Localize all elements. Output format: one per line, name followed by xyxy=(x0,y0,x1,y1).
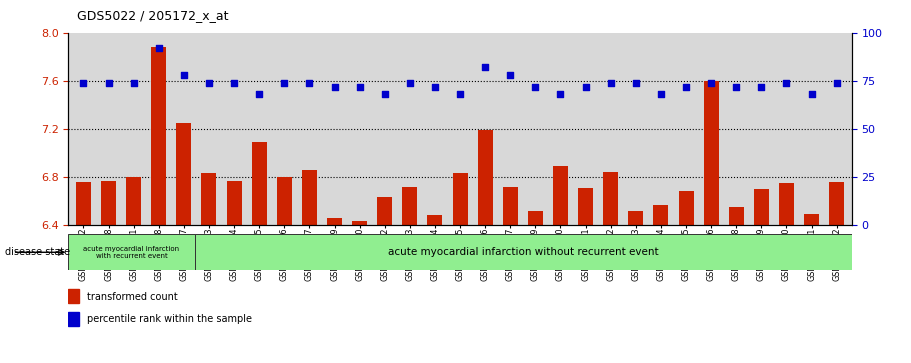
Point xyxy=(327,83,342,89)
Bar xyxy=(68,312,79,326)
Point xyxy=(679,83,693,89)
Point xyxy=(403,80,417,86)
Bar xyxy=(829,182,844,225)
Bar xyxy=(76,182,91,225)
Bar xyxy=(302,170,317,225)
Point xyxy=(302,80,317,86)
Bar xyxy=(277,177,292,225)
Bar xyxy=(578,188,593,225)
Point xyxy=(704,80,719,86)
Text: acute myocardial infarction without recurrent event: acute myocardial infarction without recu… xyxy=(388,247,659,257)
Point xyxy=(478,64,493,70)
Point xyxy=(629,80,643,86)
Bar xyxy=(101,180,116,225)
Point xyxy=(127,80,141,86)
Bar xyxy=(453,174,467,225)
Bar xyxy=(201,174,217,225)
Point xyxy=(553,91,568,97)
Point xyxy=(754,83,769,89)
Point xyxy=(729,83,743,89)
Point xyxy=(377,91,392,97)
Bar xyxy=(629,211,643,225)
Point xyxy=(101,80,116,86)
Bar xyxy=(403,187,417,225)
Bar xyxy=(177,123,191,225)
Point xyxy=(829,80,844,86)
Bar xyxy=(653,205,669,225)
Bar xyxy=(251,142,267,225)
Point xyxy=(251,91,266,97)
Bar xyxy=(352,221,367,225)
Point xyxy=(804,91,819,97)
Bar xyxy=(503,187,517,225)
Text: GDS5022 / 205172_x_at: GDS5022 / 205172_x_at xyxy=(77,9,229,22)
Point xyxy=(427,83,442,89)
Point xyxy=(151,45,166,51)
Point xyxy=(227,80,241,86)
Bar xyxy=(729,207,743,225)
Point xyxy=(277,80,292,86)
Bar xyxy=(427,215,443,225)
Bar xyxy=(779,183,794,225)
Bar xyxy=(327,218,342,225)
Bar xyxy=(754,189,769,225)
Bar xyxy=(126,177,141,225)
Bar xyxy=(804,214,819,225)
Text: transformed count: transformed count xyxy=(87,291,179,302)
FancyBboxPatch shape xyxy=(68,234,195,270)
Point xyxy=(77,80,91,86)
Text: disease state: disease state xyxy=(5,247,69,257)
Point xyxy=(578,83,593,89)
Bar xyxy=(68,289,79,303)
Bar xyxy=(679,191,693,225)
Point xyxy=(453,91,467,97)
FancyBboxPatch shape xyxy=(195,234,852,270)
Text: percentile rank within the sample: percentile rank within the sample xyxy=(87,314,252,325)
Point xyxy=(603,80,618,86)
Bar xyxy=(553,166,568,225)
Bar xyxy=(703,81,719,225)
Bar xyxy=(227,180,241,225)
Point xyxy=(654,91,669,97)
Bar xyxy=(527,211,543,225)
Bar xyxy=(151,47,167,225)
Text: acute myocardial infarction
with recurrent event: acute myocardial infarction with recurre… xyxy=(84,246,179,259)
Bar xyxy=(477,130,493,225)
Point xyxy=(177,72,191,78)
Bar xyxy=(603,172,619,225)
Point xyxy=(503,72,517,78)
Point xyxy=(779,80,793,86)
Point xyxy=(201,80,216,86)
Point xyxy=(528,83,543,89)
Bar xyxy=(377,197,393,225)
Point xyxy=(353,83,367,89)
